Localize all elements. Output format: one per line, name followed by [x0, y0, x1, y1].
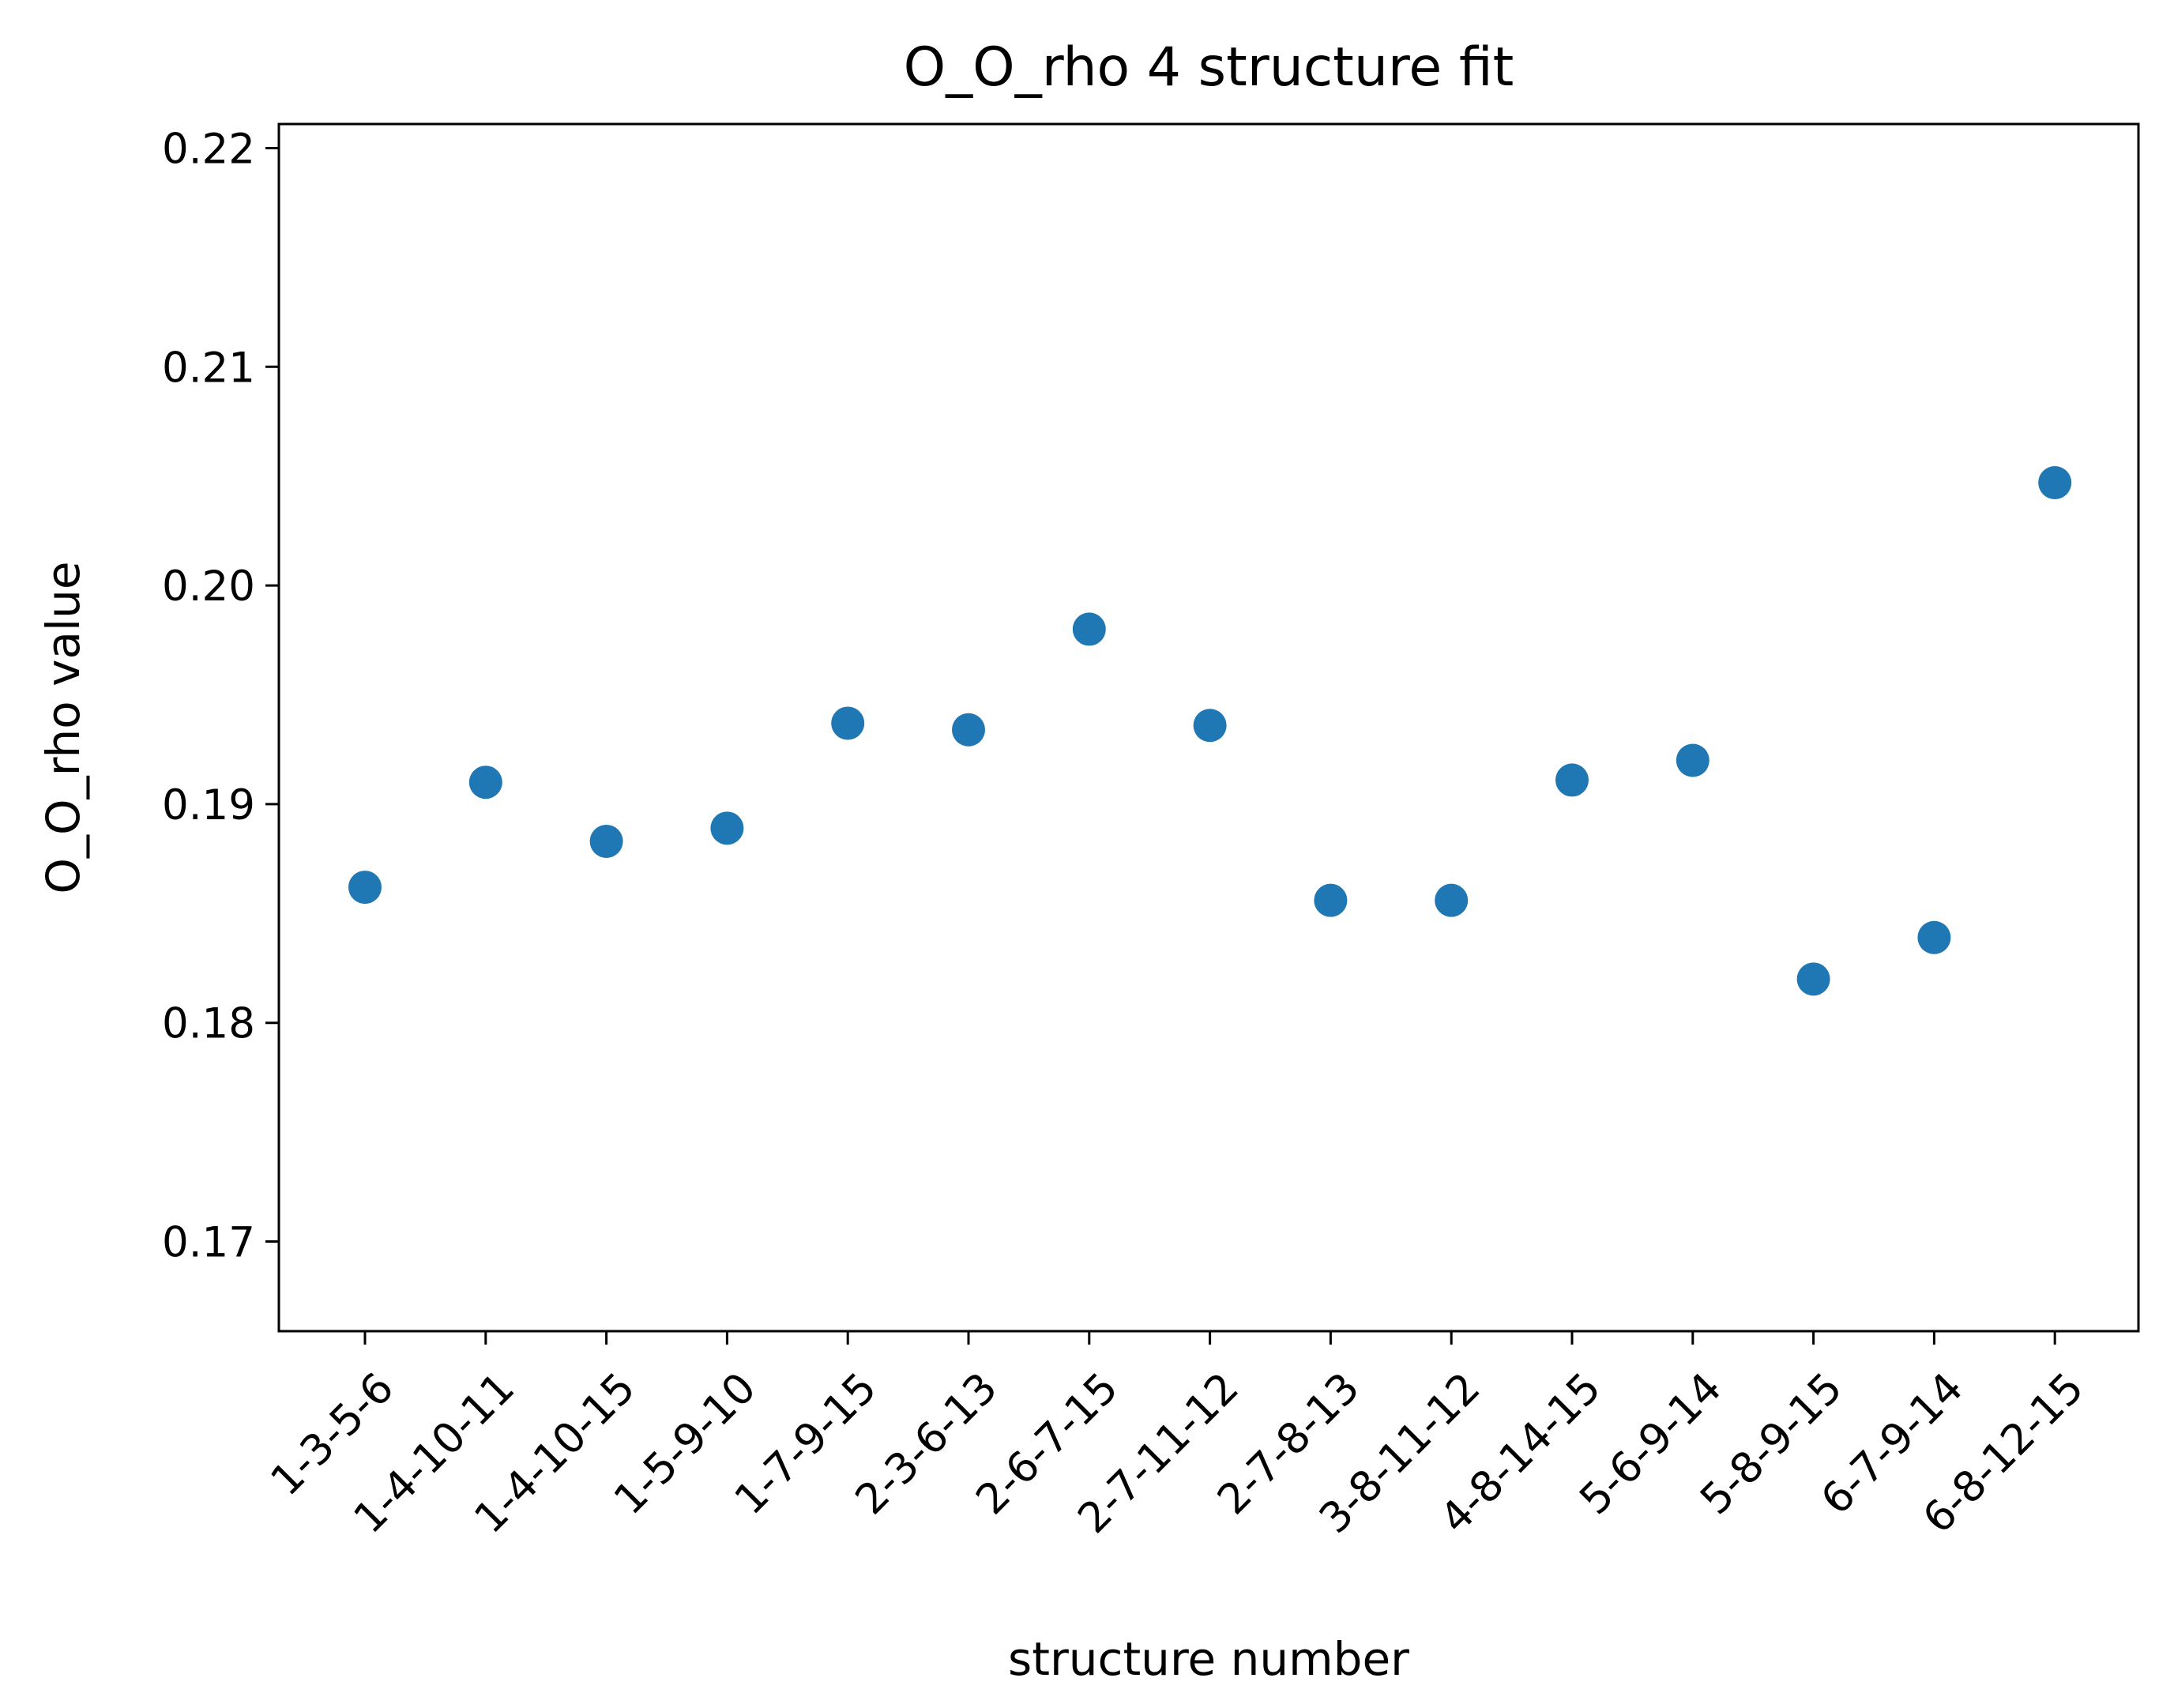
chart-title: O_O_rho 4 structure fit — [904, 36, 1514, 99]
data-point — [2038, 465, 2072, 499]
y-tick-label: 0.20 — [162, 562, 255, 611]
data-point — [1314, 883, 1348, 917]
x-axis-label: structure number — [1008, 1632, 1409, 1686]
data-points — [348, 465, 2072, 996]
data-point — [952, 713, 985, 747]
data-point — [589, 824, 623, 858]
data-point — [710, 811, 744, 845]
data-point — [1435, 883, 1469, 917]
data-point — [1917, 920, 1951, 954]
y-axis-ticks: 0.17 0.18 0.19 0.20 0.21 0.22 — [162, 125, 279, 1267]
data-point — [1072, 612, 1106, 646]
y-tick-label: 0.21 — [162, 344, 255, 392]
y-tick-label: 0.19 — [162, 781, 255, 830]
data-point — [348, 871, 382, 905]
data-point — [1555, 763, 1589, 797]
data-point — [1193, 709, 1227, 743]
data-point — [1676, 743, 1709, 777]
y-tick-label: 0.17 — [162, 1219, 255, 1267]
data-point — [831, 706, 865, 740]
y-axis-label: O_O_rho value — [36, 561, 90, 894]
plot-area-frame — [277, 122, 2140, 1333]
data-point — [468, 766, 502, 799]
y-tick-label: 0.22 — [162, 125, 255, 173]
data-point — [1796, 962, 1830, 996]
y-tick-label: 0.18 — [162, 1000, 255, 1048]
